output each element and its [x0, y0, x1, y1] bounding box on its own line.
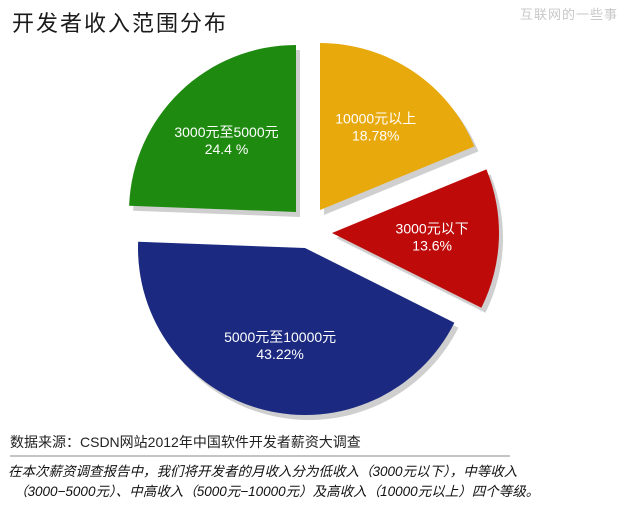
pie-slice: [320, 43, 475, 210]
slice-category-label: 5000元至10000元: [224, 329, 336, 345]
slice-percent-label: 13.6%: [412, 238, 452, 254]
slice-category-label: 10000元以上: [335, 111, 416, 127]
pie-slice: [129, 44, 296, 213]
slice-percent-label: 24.4 %: [205, 141, 249, 157]
pie-slice: [138, 241, 455, 416]
slices: [129, 43, 499, 416]
note-line-1: 在本次薪资调查报告中，我们将开发者的月收入分为低收入（3000元以下），中等收入: [8, 464, 518, 479]
slice-percent-label: 43.22%: [256, 346, 303, 362]
note-line-2: （3000−5000元）、中高收入（5000元−10000元）及高收入（1000…: [14, 484, 540, 499]
chart-title: 开发者收入范围分布: [12, 12, 229, 37]
slice-category-label: 3000元至5000元: [174, 124, 278, 140]
watermark: 互联网的一些事: [519, 7, 618, 22]
data-source: 数据来源：CSDN网站2012年中国软件开发者薪资大调查: [10, 434, 361, 450]
pie-slice: [332, 169, 499, 308]
divider: [10, 455, 510, 457]
slice-category-label: 3000元以下: [396, 221, 469, 237]
slice-percent-label: 18.78%: [352, 128, 399, 144]
explanatory-note: 在本次薪资调查报告中，我们将开发者的月收入分为低收入（3000元以下），中等收入…: [8, 462, 623, 502]
